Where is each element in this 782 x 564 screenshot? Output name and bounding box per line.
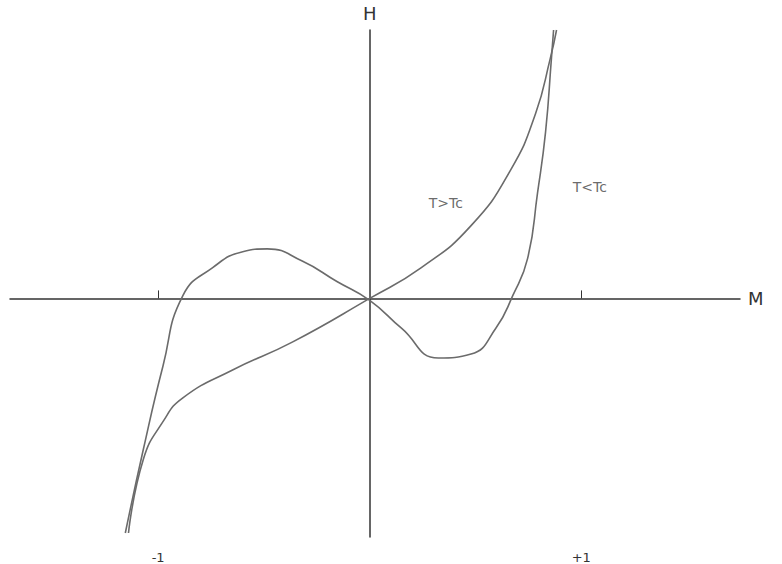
svg-text:M: M	[748, 288, 764, 309]
svg-text:+1: +1	[572, 550, 591, 564]
svg-text:-1: -1	[152, 550, 165, 564]
svg-text:H: H	[363, 3, 377, 24]
svg-text:T<Tc: T<Tc	[572, 179, 607, 195]
svg-text:T>Tc: T>Tc	[428, 195, 463, 211]
